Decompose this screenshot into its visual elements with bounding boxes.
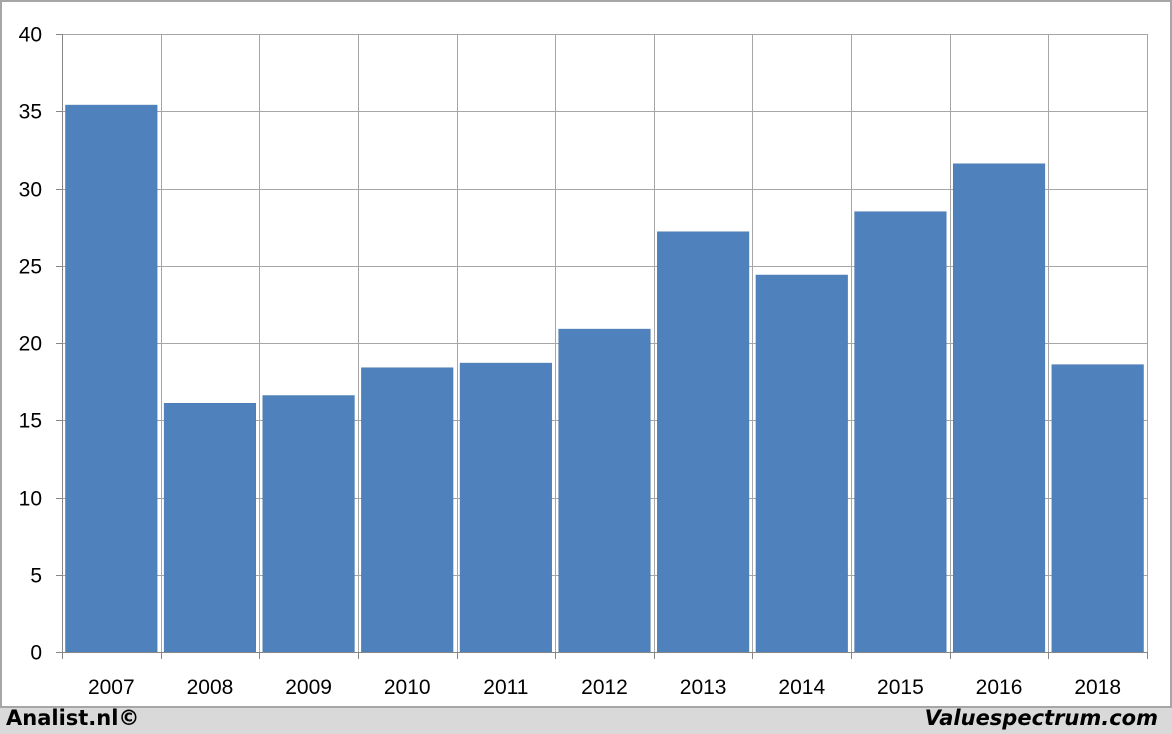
y-tick-label: 0 xyxy=(30,642,42,665)
bar-2010 xyxy=(361,367,454,653)
axes xyxy=(56,34,1148,659)
x-tick-labels: 2007 2008 2009 2010 2011 2012 2013 2014 2015 2016… xyxy=(88,676,1121,699)
y-tick-label: 35 xyxy=(19,101,42,124)
x-tick-label: 2010 xyxy=(384,676,431,699)
bar-2009 xyxy=(262,395,355,653)
bar-chart: 0 5 10 15 20 25 30 35 40 2007 2008 2009 2010 2011 201… xyxy=(19,24,1148,699)
y-tick-label: 40 xyxy=(19,24,42,47)
bar-2007 xyxy=(65,104,158,653)
x-tick-label: 2011 xyxy=(483,676,528,699)
x-tick-label: 2014 xyxy=(778,676,825,699)
footer-source-right: Valuespectrum.com xyxy=(924,706,1158,730)
y-tick-label: 5 xyxy=(30,565,42,588)
y-tick-label: 30 xyxy=(19,179,42,202)
bar-2015 xyxy=(854,211,947,653)
x-tick-label: 2013 xyxy=(680,676,727,699)
bar-2016 xyxy=(952,163,1046,653)
x-tick-label: 2015 xyxy=(877,676,924,699)
y-tick-labels: 0 5 10 15 20 25 30 35 40 xyxy=(19,24,42,665)
y-tick-label: 25 xyxy=(19,256,42,279)
y-tick-label: 20 xyxy=(19,333,42,356)
y-tick-label: 15 xyxy=(19,410,42,433)
bar-2018 xyxy=(1051,364,1144,653)
y-tick-label: 10 xyxy=(19,488,42,511)
x-tick-label: 2018 xyxy=(1074,676,1121,699)
bar-2012 xyxy=(558,328,651,653)
x-tick-label: 2008 xyxy=(187,676,234,699)
bar-2011 xyxy=(459,362,552,653)
bar-2008 xyxy=(163,403,257,653)
bar-2013 xyxy=(657,231,750,653)
bar-2014 xyxy=(755,274,848,653)
x-tick-label: 2012 xyxy=(581,676,628,699)
x-tick-label: 2007 xyxy=(88,676,135,699)
footer-source-left: Analist.nl© xyxy=(6,706,140,730)
bars xyxy=(65,104,1144,653)
x-tick-label: 2009 xyxy=(285,676,332,699)
x-tick-label: 2016 xyxy=(976,676,1023,699)
chart-frame: 0 5 10 15 20 25 30 35 40 2007 2008 2009 2010 2011 201… xyxy=(0,0,1172,708)
gridlines xyxy=(62,34,1148,652)
